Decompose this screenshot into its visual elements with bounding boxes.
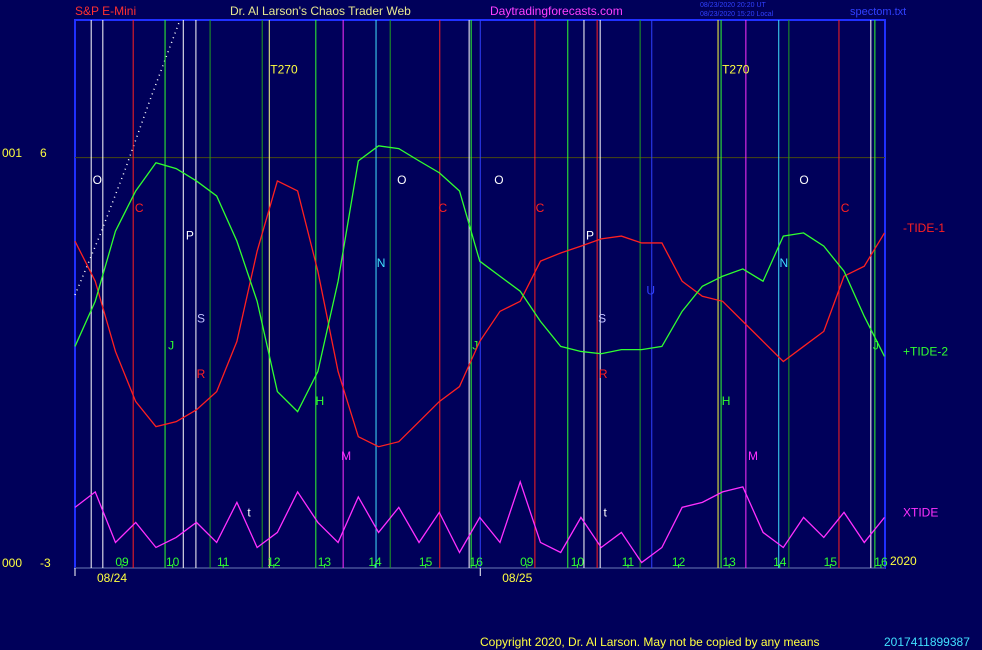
x-tick-label: 15: [824, 555, 838, 569]
x-tick-label: 15: [419, 555, 433, 569]
event-label: P: [586, 228, 594, 242]
timestamp: 08/23/2020 15:20 Local: [700, 11, 774, 18]
tide-line: [74, 479, 885, 564]
header-text: spectom.txt: [850, 6, 906, 18]
event-label: T270: [270, 62, 298, 76]
event-label: N: [377, 256, 386, 270]
event-label: U: [646, 283, 655, 297]
event-label: R: [599, 367, 608, 381]
y-tick-label: 6: [40, 146, 47, 160]
event-label: H: [316, 394, 325, 408]
event-label: N: [779, 256, 788, 270]
tide-line: [74, 145, 886, 413]
header-text: Dr. Al Larson's Chaos Trader Web: [230, 4, 411, 18]
event-label: P: [186, 228, 194, 242]
event-label: t: [247, 505, 251, 519]
event-label: C: [841, 201, 850, 215]
date-label: 08/24: [97, 571, 127, 585]
event-label: S: [197, 312, 205, 326]
x-tick-label: 12: [267, 555, 281, 569]
event-label: J: [168, 339, 174, 353]
x-tick-label: 09: [115, 555, 129, 569]
event-label: J: [873, 339, 879, 353]
event-label: C: [135, 201, 144, 215]
date-label: 08/25: [502, 571, 532, 585]
event-label: J: [472, 339, 478, 353]
event-label: T270: [722, 62, 750, 76]
y-tick-code: 000: [2, 556, 22, 570]
event-label: O: [494, 173, 503, 187]
legend-label: XTIDE: [903, 506, 938, 520]
timestamp: 08/23/2020 20:20 UT: [700, 2, 766, 9]
event-label: M: [748, 449, 758, 463]
legend-label: -TIDE-1: [903, 221, 945, 235]
y-tick-code: 001: [2, 146, 22, 160]
event-label: R: [197, 367, 206, 381]
event-label: S: [598, 312, 606, 326]
year-label: 2020: [890, 554, 917, 568]
x-tick-label: 13: [722, 555, 736, 569]
header-text: S&P E-Mini: [75, 4, 136, 18]
event-label: H: [722, 394, 731, 408]
x-tick-label: 14: [368, 555, 382, 569]
legend-label: +TIDE-2: [903, 345, 948, 359]
x-tick-label: 10: [166, 555, 180, 569]
event-label: O: [397, 173, 406, 187]
event-label: M: [341, 449, 351, 463]
y-tick-label: -3: [40, 556, 51, 570]
x-tick-label: 14: [773, 555, 787, 569]
header-text: Daytradingforecasts.com: [490, 4, 623, 18]
event-label: O: [93, 173, 102, 187]
x-tick-label: 10: [571, 555, 585, 569]
x-tick-label: 16: [470, 555, 484, 569]
x-tick-label: 13: [318, 555, 332, 569]
event-label: t: [604, 505, 608, 519]
event-label: C: [536, 201, 545, 215]
x-tick-label: 16: [874, 555, 888, 569]
footer-code: 2017411899387: [884, 635, 970, 649]
event-label: C: [438, 201, 447, 215]
x-tick-label: 09: [520, 555, 534, 569]
x-tick-label: 11: [217, 555, 230, 569]
x-tick-label: 11: [622, 555, 635, 569]
event-label: O: [799, 173, 808, 187]
tide-line: [74, 180, 886, 448]
x-tick-label: 12: [672, 555, 686, 569]
copyright: Copyright 2020, Dr. Al Larson. May not b…: [480, 635, 820, 649]
